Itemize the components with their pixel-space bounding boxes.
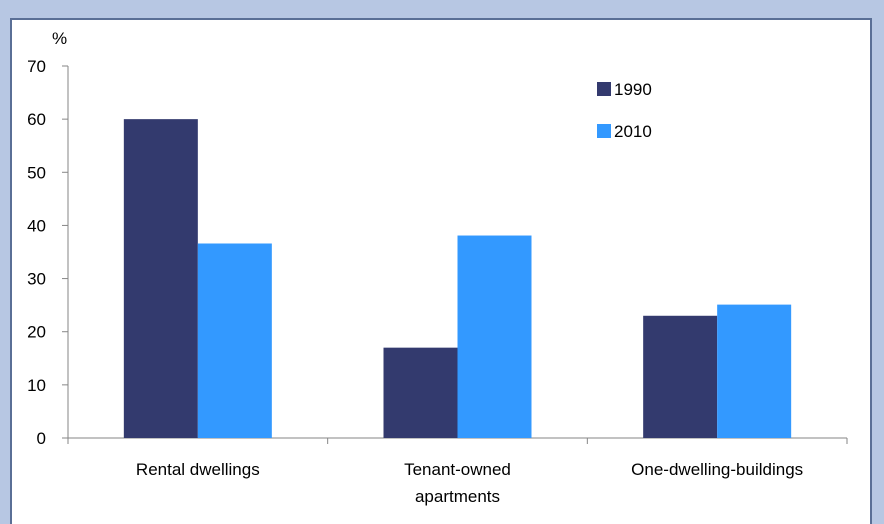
x-category-label: One-dwelling-buildings bbox=[631, 460, 803, 479]
y-tick-label: 60 bbox=[27, 110, 46, 129]
bar-1990 bbox=[383, 347, 458, 438]
y-tick-label: 50 bbox=[27, 163, 46, 182]
x-category-label: Tenant-owned bbox=[404, 460, 511, 479]
bar-1990 bbox=[643, 315, 718, 438]
y-tick-label: 40 bbox=[27, 216, 46, 235]
y-tick-label: 0 bbox=[37, 429, 46, 448]
legend-label-2010: 2010 bbox=[614, 122, 652, 141]
x-category-label: Rental dwellings bbox=[136, 460, 260, 479]
bar-2010 bbox=[457, 235, 532, 438]
x-category-label: apartments bbox=[415, 487, 500, 506]
bar-2010 bbox=[717, 304, 792, 438]
y-tick-label: 10 bbox=[27, 376, 46, 395]
y-axis-unit-label: % bbox=[52, 29, 67, 48]
legend-swatch-2010 bbox=[597, 124, 611, 138]
bar-2010 bbox=[197, 243, 272, 438]
y-tick-label: 70 bbox=[27, 57, 46, 76]
bar-1990 bbox=[123, 119, 198, 439]
legend-swatch-1990 bbox=[597, 82, 611, 96]
y-tick-label: 20 bbox=[27, 323, 46, 342]
y-tick-label: 30 bbox=[27, 270, 46, 289]
legend-label-1990: 1990 bbox=[614, 80, 652, 99]
